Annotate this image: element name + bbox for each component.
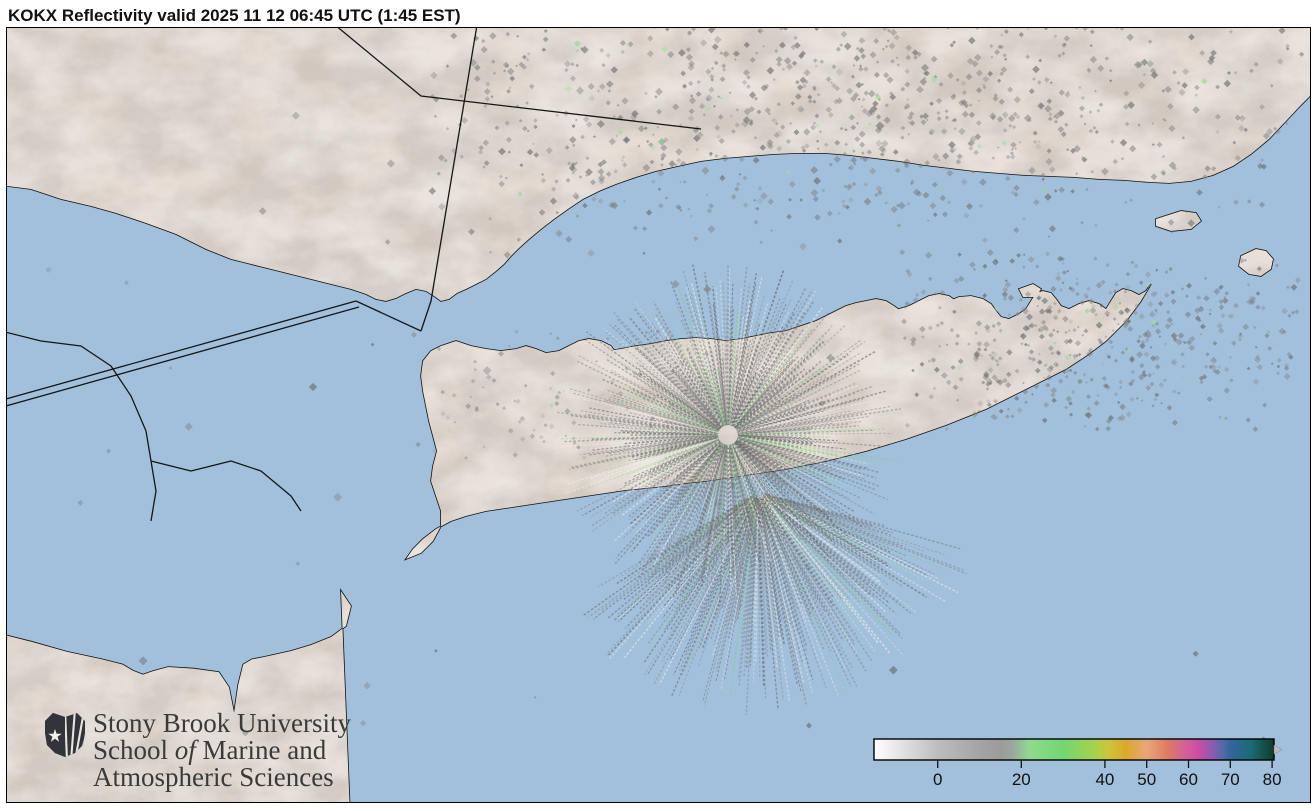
svg-text:0: 0 [933,770,942,789]
svg-text:70: 70 [1221,770,1240,789]
svg-text:80: 80 [1263,770,1282,789]
svg-text:20: 20 [1012,770,1031,789]
svg-text:60: 60 [1179,770,1198,789]
svg-text:50: 50 [1137,770,1156,789]
svg-text:Atmospheric Sciences: Atmospheric Sciences [93,762,334,792]
svg-text:School of Marine and: School of Marine and [93,735,327,765]
svg-text:Stony Brook University: Stony Brook University [93,708,352,738]
svg-text:40: 40 [1095,770,1114,789]
